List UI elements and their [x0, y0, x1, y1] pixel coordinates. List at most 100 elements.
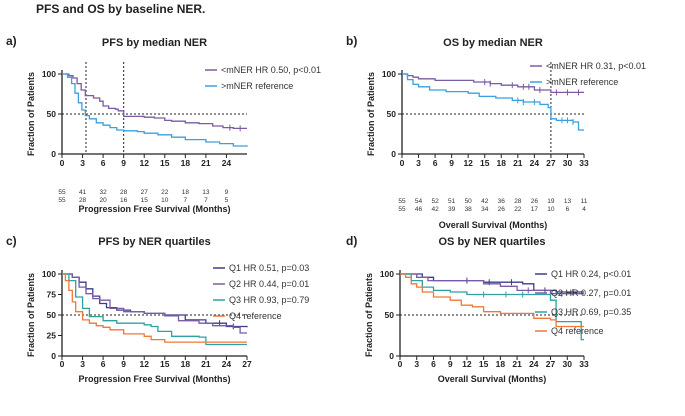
at-risk-count: 13	[564, 198, 572, 205]
x-axis-label: Progression Free Survival (Months)	[78, 204, 230, 214]
x-tick-label: 24	[529, 359, 539, 369]
legend-entry: >mNER reference	[546, 77, 618, 87]
x-tick-label: 30	[563, 359, 573, 369]
x-tick-label: 3	[80, 359, 85, 369]
panel-title: PFS by median NER	[102, 37, 207, 49]
panel-3: c) PFS by NER quartiles 0 25 50 75 100 0 3 6 9 12 15…	[6, 234, 309, 384]
x-tick-label: 21	[201, 158, 211, 168]
at-risk-count: 10	[161, 197, 169, 204]
at-risk-count: 7	[204, 197, 208, 204]
x-tick-label: 12	[139, 158, 149, 168]
x-tick-label: 12	[139, 359, 149, 369]
at-risk-count: 26	[498, 206, 506, 213]
y-axis-label: Fraction of Patients	[366, 72, 376, 156]
at-risk-count: 7	[184, 197, 188, 204]
at-risk-count: 6	[566, 206, 570, 213]
at-risk-count: 11	[581, 198, 588, 205]
y-tick-label: 50	[47, 310, 57, 320]
at-risk-count: 28	[120, 189, 128, 196]
x-tick-label: 9	[121, 158, 126, 168]
at-risk-count: 54	[415, 198, 423, 205]
at-risk-count: 26	[531, 198, 539, 205]
y-tick-label: 25	[47, 331, 57, 341]
series-line-4	[62, 273, 247, 343]
x-tick-label: 15	[479, 359, 489, 369]
y-tick-label: 50	[387, 109, 397, 119]
at-risk-count: 4	[582, 206, 586, 213]
series-line-2	[62, 273, 247, 334]
x-tick-label: 6	[433, 158, 438, 168]
at-risk-count: 34	[481, 206, 489, 213]
at-risk-count: 42	[431, 206, 439, 213]
x-tick-label: 27	[242, 359, 252, 369]
at-risk-count: 28	[514, 198, 522, 205]
x-tick-label: 21	[512, 359, 522, 369]
x-tick-label: 6	[431, 359, 436, 369]
legend-entry: Q3 HR 0.69, p=0.35	[551, 307, 631, 317]
at-risk-count: 17	[531, 206, 539, 213]
legend-entry: Q3 HR 0.93, p=0.79	[229, 295, 309, 305]
x-tick-label: 0	[400, 158, 405, 168]
x-tick-label: 24	[530, 158, 540, 168]
panel-title: OS by NER quartiles	[439, 236, 546, 248]
at-risk-count: 18	[182, 189, 190, 196]
x-tick-label: 6	[101, 158, 106, 168]
at-risk-count: 16	[120, 197, 128, 204]
legend-entry: Q2 HR 0.27, p=0.01	[551, 288, 631, 298]
x-tick-label: 33	[579, 158, 589, 168]
x-tick-label: 12	[462, 359, 472, 369]
y-tick-label: 0	[51, 351, 56, 361]
at-risk-count: 52	[431, 198, 439, 205]
x-tick-label: 18	[496, 359, 506, 369]
at-risk-count: 50	[465, 198, 473, 205]
legend-entry: >mNER reference	[221, 81, 293, 91]
series-line-2	[402, 73, 584, 131]
at-risk-count: 32	[99, 189, 107, 196]
legend-entry: Q4 reference	[229, 311, 282, 321]
at-risk-count: 55	[58, 189, 66, 196]
at-risk-count: 42	[481, 198, 489, 205]
panel-letter: c)	[6, 234, 17, 248]
legend-entry: Q1 HR 0.51, p=0.03	[229, 263, 309, 273]
panel-letter: a)	[6, 34, 17, 48]
at-risk-count: 13	[202, 189, 210, 196]
series-line-3	[400, 273, 584, 341]
y-axis-label: Fraction of Patients	[26, 273, 36, 357]
at-risk-count: 19	[547, 198, 555, 205]
x-tick-label: 3	[414, 359, 419, 369]
series-line-3	[62, 273, 247, 346]
y-tick-label: 100	[42, 269, 56, 279]
panel-title: OS by median NER	[443, 37, 543, 49]
series-line-4	[400, 273, 584, 328]
at-risk-count: 27	[141, 189, 149, 196]
legend-entry: <mNER HR 0.31, p<0.01	[546, 61, 646, 71]
at-risk-count: 38	[465, 206, 473, 213]
x-tick-label: 12	[463, 158, 473, 168]
figure-title: PFS and OS by baseline NER.	[36, 2, 205, 16]
at-risk-count: 22	[514, 206, 522, 213]
x-axis-label: Overall Survival (Months)	[439, 220, 548, 230]
at-risk-count: 55	[58, 197, 66, 204]
x-tick-label: 15	[160, 158, 170, 168]
y-tick-label: 50	[385, 310, 395, 320]
x-tick-label: 21	[513, 158, 523, 168]
y-tick-label: 100	[42, 69, 56, 79]
x-tick-label: 27	[546, 158, 556, 168]
y-axis-label: Fraction of Patients	[26, 72, 36, 156]
x-tick-label: 24	[222, 359, 232, 369]
at-risk-count: 20	[99, 197, 107, 204]
at-risk-count: 36	[498, 198, 506, 205]
x-tick-label: 15	[480, 158, 490, 168]
at-risk-count: 28	[79, 197, 87, 204]
x-tick-label: 0	[60, 158, 65, 168]
x-tick-label: 33	[579, 359, 589, 369]
y-tick-label: 50	[47, 109, 57, 119]
at-risk-count: 10	[547, 206, 555, 213]
x-axis-label: Overall Survival (Months)	[438, 374, 547, 384]
at-risk-count: 51	[448, 198, 456, 205]
x-tick-label: 3	[416, 158, 421, 168]
at-risk-count: 9	[225, 189, 229, 196]
x-tick-label: 15	[160, 359, 170, 369]
series-line-1	[402, 73, 584, 94]
